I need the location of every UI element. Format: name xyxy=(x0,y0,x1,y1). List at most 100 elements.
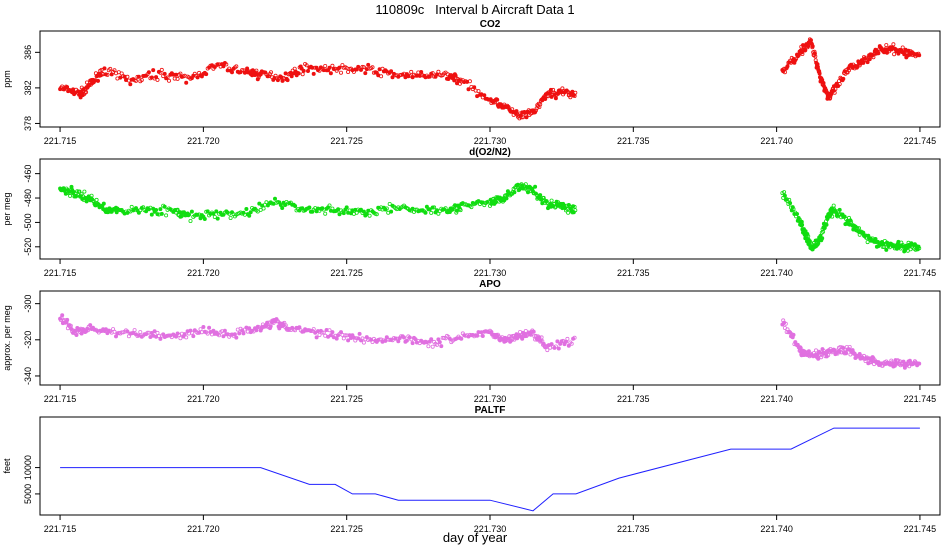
data-point xyxy=(346,70,351,75)
data-point xyxy=(566,210,571,215)
data-point xyxy=(820,236,825,241)
data-point xyxy=(549,198,554,203)
data-point xyxy=(337,212,342,217)
data-point xyxy=(533,184,538,189)
x-tick-label: 221.730 xyxy=(474,136,507,146)
data-point xyxy=(806,234,811,239)
data-point xyxy=(806,349,811,354)
data-point xyxy=(429,337,434,342)
data-point xyxy=(857,226,862,231)
data-point xyxy=(241,331,246,336)
data-point xyxy=(429,210,434,215)
data-point xyxy=(146,70,151,75)
data-point xyxy=(531,329,536,334)
data-point xyxy=(166,78,171,83)
y-axis-label: feet xyxy=(2,458,12,474)
panel-title: d(O2/N2) xyxy=(469,147,511,158)
data-point xyxy=(221,334,226,339)
data-point xyxy=(546,94,551,99)
data-point xyxy=(94,197,99,202)
data-point xyxy=(256,75,261,80)
data-point xyxy=(902,365,907,370)
data-point xyxy=(841,345,846,350)
chart-panel-0: CO2 ppm 221.715 221.720 221.725 221.730 221.73… xyxy=(2,19,941,146)
data-point xyxy=(821,229,826,234)
x-tick-label: 221.735 xyxy=(617,268,650,278)
data-point xyxy=(907,358,912,363)
data-point xyxy=(907,364,912,369)
data-point xyxy=(211,328,216,333)
data-point xyxy=(837,82,842,87)
x-tick-label: 221.735 xyxy=(617,524,650,534)
y-axis-label: per meg xyxy=(2,192,12,225)
data-point xyxy=(178,71,183,76)
data-point xyxy=(84,90,89,95)
data-point xyxy=(112,68,117,73)
data-point xyxy=(847,344,852,349)
data-point xyxy=(114,210,119,215)
data-point xyxy=(221,64,226,69)
data-point xyxy=(390,75,395,80)
data-point xyxy=(289,74,294,79)
data-point xyxy=(277,326,282,331)
data-point xyxy=(201,324,206,329)
data-point xyxy=(108,66,113,71)
x-tick-label: 221.745 xyxy=(904,394,937,404)
data-point xyxy=(89,193,94,198)
data-point xyxy=(800,52,805,57)
data-point xyxy=(782,190,787,195)
data-point xyxy=(311,71,316,76)
y-tick-label: -520 xyxy=(23,238,33,256)
x-tick-label: 221.725 xyxy=(330,394,363,404)
panel-title: CO2 xyxy=(480,19,501,30)
x-tick-label: 221.730 xyxy=(474,524,507,534)
data-point xyxy=(387,201,392,206)
data-point xyxy=(782,70,787,75)
data-point xyxy=(803,48,808,53)
data-point xyxy=(191,334,196,339)
data-point xyxy=(437,340,442,345)
data-point xyxy=(334,336,339,341)
data-point xyxy=(155,77,160,82)
data-point xyxy=(543,344,548,349)
data-point xyxy=(824,222,829,227)
data-point xyxy=(466,87,471,92)
data-point xyxy=(77,189,82,194)
data-point xyxy=(832,90,837,95)
data-point xyxy=(82,189,87,194)
data-point xyxy=(341,211,346,216)
data-point xyxy=(317,68,322,73)
data-point xyxy=(69,184,74,189)
data-point xyxy=(255,209,260,214)
data-point xyxy=(556,346,561,351)
data-point xyxy=(480,333,485,338)
data-point xyxy=(327,328,332,333)
data-point xyxy=(504,196,509,201)
data-point xyxy=(314,335,319,340)
data-point xyxy=(60,313,65,318)
series-line xyxy=(60,427,920,512)
x-tick-label: 221.715 xyxy=(44,136,77,146)
data-point xyxy=(323,211,328,216)
x-tick-label: 221.725 xyxy=(330,268,363,278)
data-point xyxy=(224,62,229,67)
data-point xyxy=(533,108,538,113)
data-point xyxy=(555,339,560,344)
series-0 xyxy=(58,61,578,121)
data-point xyxy=(783,321,788,326)
data-point xyxy=(228,215,233,220)
data-point xyxy=(467,79,472,84)
data-point xyxy=(268,324,273,329)
data-point xyxy=(184,80,189,85)
data-point xyxy=(443,206,448,211)
data-point xyxy=(188,218,193,223)
data-point xyxy=(247,213,252,218)
data-point xyxy=(174,334,179,339)
data-point xyxy=(280,205,285,210)
data-point xyxy=(105,72,110,77)
data-point xyxy=(389,209,394,214)
data-point xyxy=(795,211,800,216)
y-tick-label: -300 xyxy=(23,295,33,313)
data-point xyxy=(247,326,252,331)
data-point xyxy=(454,208,459,213)
